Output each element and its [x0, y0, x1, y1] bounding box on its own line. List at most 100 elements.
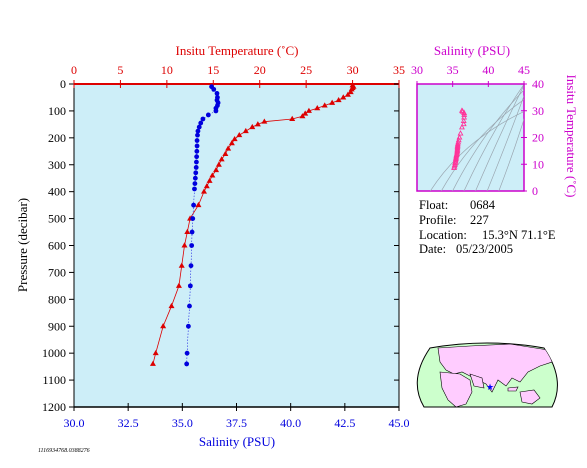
- salinity-point: [198, 120, 204, 126]
- temperature-tick-label: 25: [300, 63, 312, 77]
- ts-temperature-tick-label: 40: [532, 77, 544, 91]
- australia-landmass: [519, 389, 541, 405]
- profile-value: 227: [470, 213, 489, 227]
- salinity-tick-label: 40.0: [280, 416, 301, 430]
- ts-point: [451, 164, 458, 171]
- temperature-point: [329, 99, 336, 105]
- isopycnal-line: [440, 99, 524, 191]
- ts-temperature-tick-label: 0: [532, 184, 538, 198]
- salinity-point: [194, 154, 200, 160]
- profile-plot-area: [73, 83, 400, 408]
- temperature-point: [321, 102, 328, 108]
- temperature-point: [168, 302, 175, 309]
- salinity-point: [194, 143, 200, 149]
- temperature-tick-label: 30: [347, 63, 359, 77]
- salinity-point: [187, 303, 192, 309]
- temperature-tick-label: 15: [207, 63, 219, 77]
- pressure-tick-label: 900: [48, 319, 66, 333]
- isopycnal-line: [452, 89, 524, 191]
- arabia-landmass: [469, 373, 485, 389]
- salinity-point: [200, 116, 206, 122]
- temperature-tick-label: 20: [254, 63, 266, 77]
- salinity-axis-title: Salinity (PSU): [199, 434, 275, 449]
- temperature-tick-label: 10: [161, 63, 173, 77]
- salinity-point: [194, 148, 200, 154]
- indonesia-landmass: [507, 386, 519, 392]
- temperature-point: [149, 360, 156, 366]
- temperature-point: [335, 96, 342, 103]
- salinity-tick-label: 45.0: [389, 416, 410, 430]
- ts-point: [461, 111, 468, 117]
- pressure-tick-label: 1200: [42, 400, 66, 414]
- salinity-point: [188, 263, 194, 269]
- float-label: Float:: [419, 198, 448, 212]
- ts-salinity-tick-label: 30: [411, 63, 423, 77]
- profile-label: Profile:: [419, 213, 457, 227]
- temperature-point: [225, 145, 232, 151]
- temperature-point: [231, 135, 238, 142]
- temperature-point: [228, 140, 235, 146]
- temperature-tick-label: 0: [71, 63, 77, 77]
- pressure-tick-label: 700: [48, 265, 66, 279]
- salinity-tick-label: 35.0: [172, 416, 193, 430]
- isopycnal-line: [463, 84, 524, 191]
- salinity-point: [187, 283, 193, 289]
- temperature-point: [206, 177, 213, 183]
- temperature-point: [236, 131, 243, 138]
- world-map: ★: [416, 342, 558, 408]
- temperature-point: [305, 107, 312, 113]
- temperature-axis-title: Insitu Temperature (˚C): [175, 43, 298, 58]
- salinity-point: [189, 243, 195, 248]
- temperature-point: [215, 161, 222, 167]
- ts-salinity-axis: 30 35 40 45: [411, 63, 530, 87]
- location-label: Location:: [419, 228, 467, 242]
- pressure-axis-title: Pressure (decibar): [15, 198, 30, 292]
- profile-plot: 0100200300400500600700800900100011001200…: [15, 43, 410, 449]
- temperature-point: [249, 123, 256, 130]
- salinity-point: [195, 128, 201, 134]
- temperature-point: [340, 94, 347, 100]
- temperature-point: [181, 242, 188, 248]
- location-value: 15.3°N 71.1°E: [482, 228, 556, 242]
- salinity-point: [196, 124, 202, 130]
- ts-point: [455, 136, 462, 143]
- salinity-point: [214, 91, 220, 96]
- temperature-point: [347, 88, 354, 95]
- pressure-axis: 0 100 200 300 400 500 600 700 800 900 1000 1100 1200: [42, 77, 399, 414]
- pressure-tick-label: 100: [48, 104, 66, 118]
- temperature-point: [299, 113, 306, 119]
- salinity-point: [205, 112, 211, 118]
- salinity-tick-label: 30.0: [64, 416, 85, 430]
- salinity-point: [189, 229, 195, 235]
- pressure-tick-label: 0: [60, 77, 66, 91]
- pressure-tick-label: 1000: [42, 346, 66, 360]
- ts-salinity-tick-label: 35: [447, 63, 459, 77]
- temperature-point: [222, 150, 229, 156]
- ts-point: [457, 130, 464, 136]
- ts-point: [458, 124, 465, 130]
- isopycnal-line: [486, 94, 524, 191]
- ts-temperature-tick-label: 10: [532, 157, 544, 171]
- ts-salinity-tick-label: 45: [518, 63, 530, 77]
- temperature-point: [195, 201, 202, 208]
- temperature-point: [254, 121, 261, 127]
- salinity-point: [192, 181, 198, 186]
- pressure-tick-label: 800: [48, 292, 66, 306]
- isopycnal-line: [429, 111, 524, 191]
- salinity-point: [192, 175, 198, 181]
- temperature-point: [242, 127, 249, 134]
- temperature-point: [175, 282, 182, 288]
- salinity-point: [184, 350, 190, 356]
- isopycnal-lines: [429, 84, 524, 191]
- ts-points: [451, 107, 468, 171]
- temperature-point: [289, 115, 296, 121]
- salinity-point: [192, 186, 197, 192]
- ts-salinity-axis-title: Salinity (PSU): [434, 43, 510, 58]
- ts-point: [451, 163, 458, 169]
- salinity-point: [193, 165, 199, 170]
- temperature-point: [302, 110, 309, 116]
- temperature-point: [160, 323, 167, 329]
- temperature-tick-label: 35: [393, 63, 405, 77]
